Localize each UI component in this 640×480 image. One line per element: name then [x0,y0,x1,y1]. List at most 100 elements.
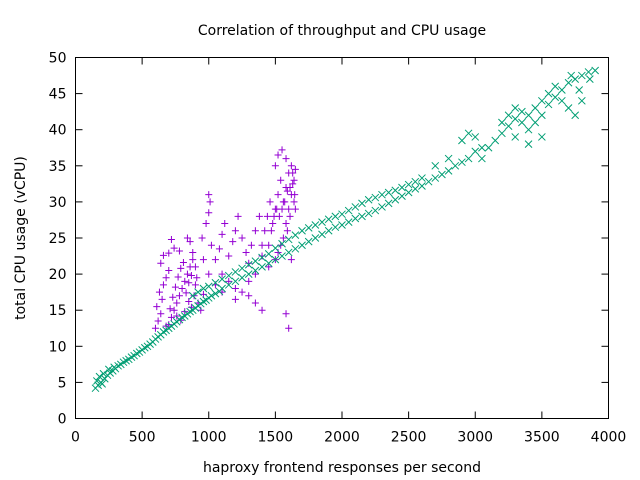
cross-point [478,143,486,152]
plus-point [282,310,290,318]
cross-point [98,379,107,388]
x-tick-label: 3000 [457,430,493,446]
cross-point [224,271,233,280]
plus-point [162,274,170,282]
plus-point [154,317,162,325]
cross-point [571,111,580,120]
cross-point [291,244,300,253]
plus-point [291,165,299,173]
cross-point [311,221,320,229]
cross-point [278,239,286,248]
plus-point [291,205,299,213]
cross-point [207,291,216,300]
plus-point [211,256,219,264]
cross-point [231,268,240,276]
series-purple [151,146,299,332]
cross-point [575,86,584,94]
cross-point [418,174,426,182]
cross-point [364,209,373,218]
cross-point [311,234,320,242]
plus-point [285,205,293,213]
plus-point [251,299,259,307]
cross-point [95,372,104,381]
plus-point [287,162,295,170]
plus-point [247,241,255,249]
cross-point [264,250,273,258]
cross-point [318,218,326,226]
plus-point [157,310,165,318]
plus-point [191,263,199,271]
cross-point [264,259,273,268]
plus-point [274,151,282,159]
cross-point [104,365,113,374]
plus-point [286,183,294,191]
plus-point [191,281,199,289]
cross-point [538,96,546,105]
cross-point [122,356,130,365]
cross-point [444,154,453,163]
cross-point [471,147,480,156]
cross-point [238,273,246,282]
cross-point [384,199,393,208]
cross-point [284,235,293,244]
y-tick-label: 5 [58,375,67,391]
cross-point [298,241,306,250]
cross-point [518,118,526,127]
plus-point [173,312,181,320]
cross-point [511,104,520,112]
cross-point [132,349,141,358]
plus-point [231,227,239,235]
plus-point [177,264,185,272]
cross-point [331,223,340,232]
cross-point [251,266,260,275]
cross-point [577,71,586,80]
cross-point [577,96,586,105]
y-tick-label: 15 [49,303,67,319]
cross-point [284,248,293,257]
plus-point [281,198,289,206]
cross-point [431,161,440,170]
axis-ticks: 0 500 1000 1500 2000 2500 3000 3500 4000 0 5 10 15 20… [49,51,627,446]
cross-point [188,291,197,300]
cross-point [371,206,380,215]
plus-point [155,288,163,296]
cross-point [464,129,473,138]
y-tick-label: 40 [49,123,67,139]
plus-point [282,155,290,163]
plot-frame [75,57,609,419]
plus-point [185,279,193,287]
plus-point [225,277,233,285]
cross-point [194,288,202,297]
plus-point [279,234,287,242]
y-axis-label: total CPU usage (vCPU) [13,156,29,320]
cross-point [564,78,573,87]
cross-point [324,215,333,224]
plus-point [289,169,297,177]
plus-point [189,256,197,264]
cross-point [271,244,280,252]
y-tick-label: 45 [49,87,67,103]
x-tick-label: 1000 [191,430,227,446]
plus-point [229,238,237,246]
cross-point [244,270,253,278]
cross-point [398,192,406,200]
cross-point [538,111,546,120]
plus-point [290,176,298,184]
cross-point [411,177,420,186]
cross-point [271,255,280,264]
plus-point [258,306,266,314]
chart-title: Correlation of throughput and CPU usage [198,23,486,39]
plus-point [187,272,195,280]
y-tick-label: 50 [49,51,67,67]
cross-point [471,133,480,141]
cross-point [564,104,573,112]
plus-point [153,303,161,311]
plus-point [193,274,201,282]
plus-point [202,220,210,228]
plus-point [175,292,183,300]
cross-point [278,252,286,260]
x-tick-label: 4000 [591,430,627,446]
cross-point [99,369,108,378]
plus-point [171,283,179,291]
plus-point [282,220,290,228]
